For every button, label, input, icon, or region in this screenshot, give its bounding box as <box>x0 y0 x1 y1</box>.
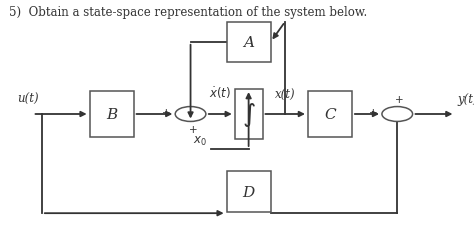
Text: u(t): u(t) <box>17 93 39 106</box>
Text: B: B <box>106 108 117 121</box>
Text: +: + <box>162 107 171 117</box>
Text: $\int$: $\int$ <box>242 101 255 128</box>
FancyBboxPatch shape <box>227 172 271 212</box>
Text: $x_0$: $x_0$ <box>193 134 207 147</box>
Text: x(t): x(t) <box>275 88 295 101</box>
Text: +: + <box>189 124 197 134</box>
FancyBboxPatch shape <box>235 90 263 139</box>
Text: C: C <box>324 108 336 121</box>
FancyBboxPatch shape <box>308 92 352 137</box>
Text: $\dot{x}(t)$: $\dot{x}(t)$ <box>209 86 231 101</box>
Text: A: A <box>243 36 254 50</box>
Text: +: + <box>395 95 404 105</box>
Circle shape <box>382 107 412 122</box>
Circle shape <box>175 107 206 122</box>
FancyBboxPatch shape <box>227 22 271 63</box>
Text: 5)  Obtain a state-space representation of the system below.: 5) Obtain a state-space representation o… <box>9 6 368 19</box>
FancyBboxPatch shape <box>90 92 134 137</box>
Text: D: D <box>243 185 255 199</box>
Text: y(t): y(t) <box>457 93 474 106</box>
Text: +: + <box>369 107 377 117</box>
